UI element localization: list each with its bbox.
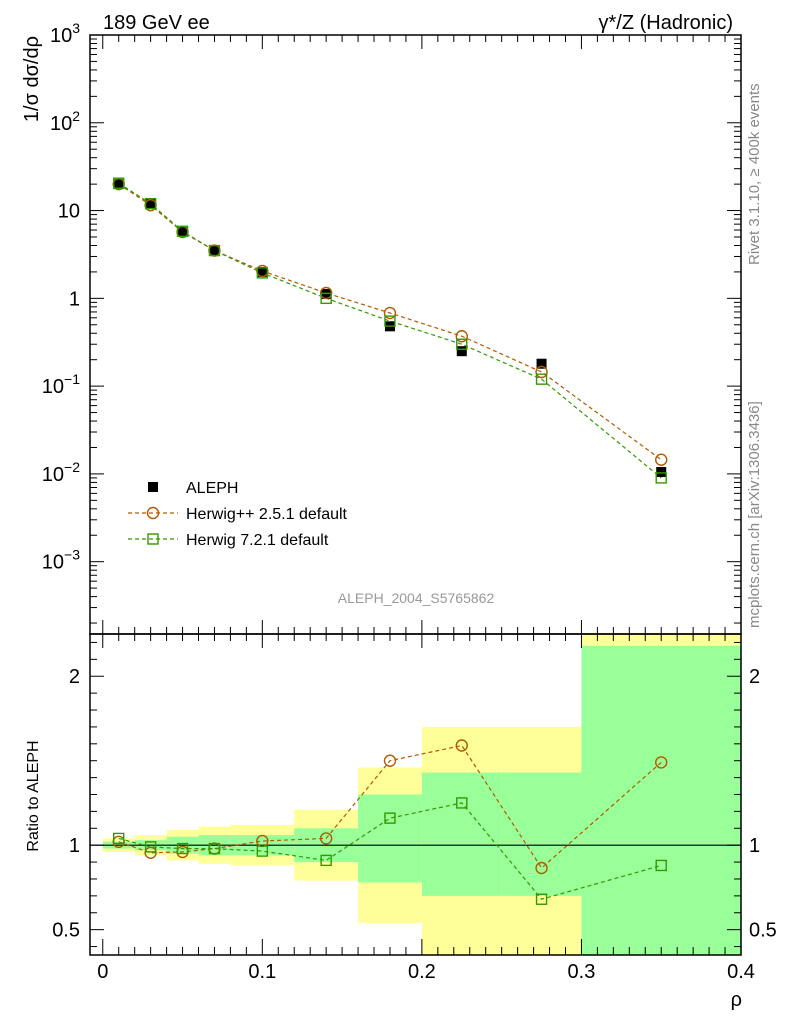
ratio-point-herwig7 (320, 854, 332, 867)
ratio-point-herwigpp (535, 861, 548, 875)
x-tick-label: 0.4 (727, 961, 755, 983)
ratio-panel-marks (112, 739, 668, 905)
rivet-label: Rivet 3.1.10, ≥ 400k events (746, 83, 763, 265)
data-point-aleph (145, 198, 156, 209)
data-point-herwigpp (655, 453, 668, 466)
data-point-herwig7 (535, 373, 548, 385)
x-tick-label: 0.2 (408, 961, 436, 983)
ratio-panel-axes: 0 0.1 0.2 0.3 0.4 0.5 0.5 1 1 2 2 (52, 633, 777, 983)
ratio-point-herwigpp (383, 754, 397, 767)
ratio-point-herwig7 (113, 832, 125, 845)
y-tick-label: 10 (58, 201, 80, 223)
main-panel-marks (112, 177, 668, 484)
series-line-herwigpp (118, 183, 662, 461)
ratio-y-tick-label-right: 1 (749, 835, 760, 857)
ratio-point-herwig7 (535, 893, 548, 905)
ratio-point-herwig7 (176, 842, 189, 855)
ratio-point-herwigpp (319, 832, 333, 845)
ratio-point-herwig7 (256, 845, 269, 857)
data-point-aleph (209, 245, 220, 256)
header-left: 189 GeV ee (103, 12, 210, 34)
legend-marker (146, 506, 160, 520)
ratio-point-herwigpp (455, 739, 468, 752)
data-point-herwig7 (256, 267, 269, 279)
ratio-point-herwigpp (655, 756, 668, 769)
ratio-point-herwig7 (144, 841, 157, 853)
data-point-aleph (656, 467, 667, 478)
y-tick-label: 102 (50, 108, 80, 135)
legend-label: ALEPH (186, 480, 238, 497)
data-point-herwig7 (176, 225, 189, 238)
legend-marker (147, 533, 159, 545)
band-inner-bin (581, 645, 741, 955)
data-point-herwig7 (144, 197, 157, 210)
data-point-aleph (456, 346, 467, 357)
ratio-point-herwig7 (655, 859, 667, 872)
band-inner-bin (358, 794, 422, 883)
data-point-herwigpp (383, 306, 397, 320)
y-tick-label: 10−3 (42, 547, 80, 574)
ratio-point-herwig7 (384, 812, 396, 824)
ratio-y-tick-label-right: 2 (749, 666, 760, 688)
data-point-aleph (536, 358, 547, 369)
ratio-point-herwigpp (144, 846, 157, 859)
ratio-y-tick-label: 1 (69, 835, 80, 857)
y-tick-label: 1 (69, 288, 80, 310)
main-ylabel: 1/σ dσ/dρ (21, 36, 43, 122)
legend-label: Herwig++ 2.5.1 default (186, 506, 348, 523)
y-tick-label: 10−1 (42, 371, 80, 398)
data-point-herwigpp (455, 330, 468, 343)
band-inner-bin (421, 772, 502, 896)
y-tick-label: 103 (50, 20, 80, 47)
data-point-herwig7 (384, 315, 396, 327)
data-point-aleph (257, 266, 268, 277)
band-inner-bin (501, 772, 582, 896)
ratio-ylabel: Ratio to ALEPH (25, 740, 42, 851)
x-tick-label: 0 (97, 961, 108, 983)
ratio-y-tick-label-right: 0.5 (749, 920, 777, 942)
legend: ALEPH Herwig++ 2.5.1 default Herwig 7.2.1 … (128, 480, 348, 549)
data-point-aleph (177, 226, 188, 237)
header-right: γ*/Z (Hadronic) (599, 12, 733, 34)
analysis-watermark: ALEPH_2004_S5765862 (338, 590, 495, 606)
data-point-herwig7 (456, 338, 468, 350)
data-point-herwigpp (535, 365, 548, 379)
y-tick-label: 10−2 (42, 459, 80, 486)
ratio-line-herwig7 (118, 802, 662, 900)
data-point-herwig7 (320, 292, 332, 305)
ratio-y-tick-label: 2 (69, 666, 80, 688)
ratio-point-herwig7 (456, 797, 468, 809)
series-line-herwig7 (118, 182, 662, 479)
mcplots-label: mcplots.cern.ch [arXiv:1306.3436] (746, 401, 763, 628)
legend-marker (148, 482, 158, 492)
x-tick-label: 0.3 (568, 961, 596, 983)
x-axis-label: ρ (731, 989, 742, 1011)
data-point-herwig7 (113, 177, 125, 189)
data-point-herwig7 (655, 472, 667, 484)
legend-label: Herwig 7.2.1 default (186, 532, 329, 549)
ratio-line-herwigpp (118, 744, 662, 869)
x-tick-label: 0.1 (248, 961, 276, 983)
ratio-y-tick-label: 0.5 (52, 920, 80, 942)
ratio-panel-background (102, 634, 741, 955)
ratio-point-herwig7 (208, 842, 221, 855)
data-point-aleph (113, 179, 124, 190)
data-point-herwig7 (208, 244, 221, 257)
